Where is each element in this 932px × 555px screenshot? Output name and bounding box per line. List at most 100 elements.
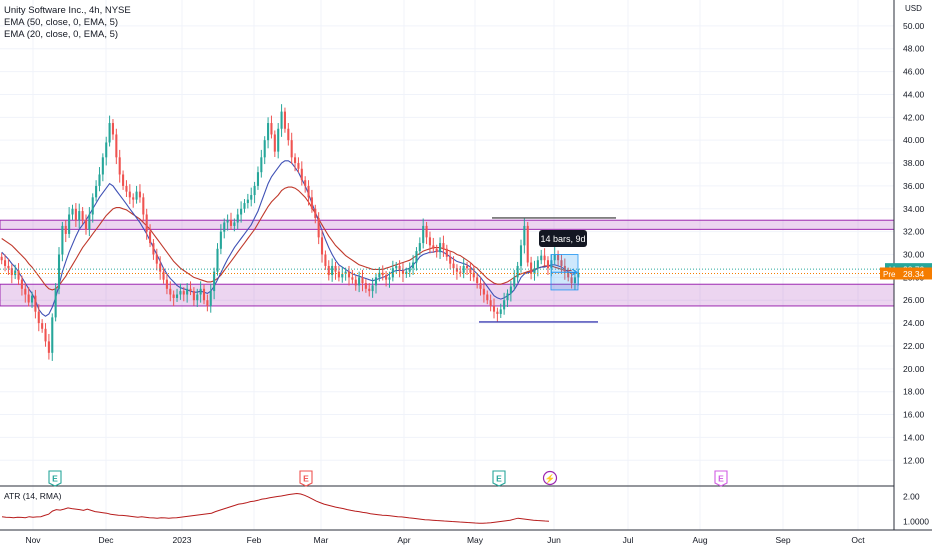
candle	[115, 128, 118, 165]
candle	[64, 220, 67, 243]
candle	[401, 263, 405, 283]
event-marker-split[interactable]: ⚡	[542, 470, 558, 486]
time-axis[interactable]: Nov Dec 2023 Feb Mar Apr May Jun Jul Aug Sep Oct	[0, 529, 932, 545]
candle	[101, 153, 104, 182]
candle-body	[405, 271, 408, 274]
candle-body	[30, 295, 34, 303]
candle-body	[300, 168, 303, 181]
candle-body	[307, 185, 310, 198]
candle-body	[297, 163, 300, 169]
candle-body	[206, 300, 209, 306]
candle-body	[91, 197, 94, 215]
candle-body	[378, 272, 381, 278]
ema-50-line	[1, 186, 572, 291]
indicator-ema-20-label[interactable]: EMA (20, close, 0, EMA, 5)	[4, 29, 119, 40]
candle	[34, 289, 37, 319]
event-marker-earnings-past[interactable]: E	[48, 470, 62, 487]
candle-body	[165, 279, 168, 289]
measure-label-bg	[539, 230, 587, 247]
candle	[81, 207, 84, 225]
candle	[300, 161, 303, 186]
candle	[347, 265, 351, 286]
candle-body	[182, 291, 185, 295]
candle-body	[439, 243, 442, 253]
atr-tick-label: 2.00	[903, 492, 920, 502]
atr-line	[1, 492, 550, 524]
candle	[240, 201, 243, 223]
event-marker-earnings-future[interactable]: E	[714, 470, 728, 487]
candle	[273, 130, 276, 157]
earnings-icon	[48, 470, 62, 487]
candle	[155, 248, 158, 271]
candle	[368, 283, 371, 297]
candle-body	[145, 214, 148, 232]
candle-body	[0, 256, 3, 261]
candle-body	[250, 195, 253, 200]
candle-body	[7, 265, 10, 269]
price-tick-label: 30.00	[903, 250, 925, 260]
candle-body	[78, 211, 81, 221]
candle	[189, 281, 192, 296]
candle	[54, 283, 57, 322]
candle-body	[570, 277, 573, 284]
candle-body	[27, 294, 30, 303]
price-tick-label: 44.00	[903, 89, 925, 99]
date-range-measure[interactable]: 14 bars, 9d	[539, 230, 587, 291]
price-tick-label: 18.00	[903, 387, 925, 397]
candle-body	[189, 288, 192, 292]
event-marker-earnings-past[interactable]: E	[492, 470, 506, 487]
candle-body	[152, 243, 155, 255]
zone-support	[0, 283, 895, 307]
chart-title[interactable]: Unity Software Inc., 4h, NYSE	[4, 5, 131, 16]
candle-body	[368, 288, 371, 292]
candle-body	[412, 262, 415, 269]
time-tick-label: Feb	[247, 535, 262, 545]
candle	[422, 218, 425, 249]
pre-price-label: Pre	[883, 270, 896, 279]
candle-body	[553, 254, 556, 261]
candle	[519, 239, 523, 273]
indicator-ema-50-label[interactable]: EMA (50, close, 0, EMA, 5)	[4, 17, 119, 28]
candle	[95, 180, 98, 202]
candle-body	[320, 237, 324, 255]
candle	[125, 180, 128, 198]
candle	[385, 271, 388, 287]
candle	[51, 313, 54, 361]
candle-body	[509, 286, 512, 294]
candle	[479, 277, 482, 296]
event-marker-earnings-past-red[interactable]: E	[299, 470, 313, 487]
candle	[570, 271, 573, 289]
candle	[506, 289, 509, 307]
candle	[381, 265, 384, 281]
candle	[530, 256, 533, 280]
candle	[111, 119, 115, 140]
candle-body	[138, 191, 141, 198]
candle	[405, 267, 408, 278]
candle	[354, 275, 357, 291]
candle	[135, 185, 138, 204]
candle	[277, 123, 280, 159]
candle	[482, 281, 485, 303]
candle	[41, 319, 44, 333]
candle-body	[263, 140, 266, 158]
candle-body	[310, 197, 313, 209]
candle	[324, 250, 327, 270]
candle-body	[273, 134, 276, 152]
price-tick-label: 26.00	[903, 295, 925, 305]
candle-body	[408, 268, 411, 272]
candle-body	[351, 277, 354, 280]
price-tick-label: 38.00	[903, 158, 925, 168]
time-tick-label: Sep	[775, 535, 790, 545]
time-tick-label: Aug	[692, 535, 707, 545]
candle-body	[492, 305, 496, 312]
candle-body	[331, 265, 334, 276]
candle-body	[304, 180, 307, 186]
candle	[334, 261, 337, 280]
candle-body	[68, 214, 71, 234]
price-axis[interactable]: USD 50.00 48.00 46.00 44.00 42.00 40.00 38.00 36…	[893, 0, 925, 530]
candle-body	[361, 277, 364, 284]
candle-body	[253, 185, 256, 196]
candle	[395, 261, 398, 274]
